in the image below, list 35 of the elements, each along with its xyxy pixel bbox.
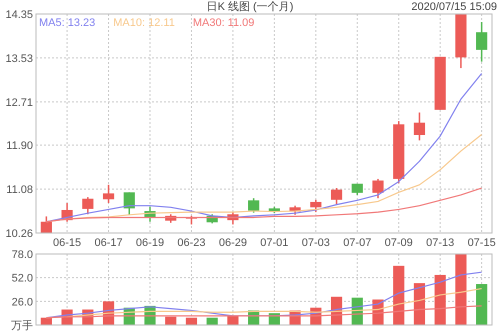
- y-tick-label: 14.35: [5, 9, 33, 21]
- y-tick-label: 52.0: [12, 272, 33, 285]
- bar: [393, 266, 404, 325]
- x-tick-label: 06-17: [94, 237, 123, 249]
- text: MA5: 13.23: [39, 17, 96, 29]
- bar: [186, 318, 198, 325]
- bar: [206, 318, 218, 325]
- x-tick-label: 07-03: [302, 237, 330, 249]
- x-tick-label: 07-15: [468, 237, 496, 249]
- x-tick-label: 07-07: [343, 237, 372, 249]
- text: 2020/07/15 15:09: [411, 1, 497, 13]
- bar: [40, 318, 52, 325]
- bar: [165, 316, 176, 325]
- y-tick-label: 11.08: [6, 184, 33, 196]
- y-tick-label: 11.90: [6, 140, 33, 152]
- x-tick-label: 07-01: [260, 237, 288, 249]
- y-tick-label: 13.53: [5, 52, 33, 65]
- bar: [476, 284, 488, 325]
- x-tick-label: 06-29: [218, 237, 247, 249]
- chart-title: 日K 线图 (一个月): [206, 0, 294, 13]
- y-tick-label: 26.0: [12, 296, 33, 308]
- bar: [455, 254, 467, 325]
- text: MA30: 11.09: [192, 17, 254, 29]
- x-tick-label: 07-13: [426, 237, 454, 249]
- line-series: [46, 305, 482, 318]
- text: MA10: 12.11: [113, 17, 175, 29]
- x-tick-label: 06-15: [53, 237, 82, 249]
- x-tick-label: 06-23: [177, 237, 206, 249]
- y-tick-label: 10.26: [5, 228, 33, 240]
- y-tick-label: 12.71: [5, 96, 33, 109]
- y-tick-label: 万手: [11, 319, 33, 332]
- y-tick-label: 78.0: [12, 249, 33, 261]
- x-tick-label: 07-09: [384, 237, 413, 249]
- bar: [434, 274, 446, 325]
- x-tick-label: 06-19: [136, 237, 164, 249]
